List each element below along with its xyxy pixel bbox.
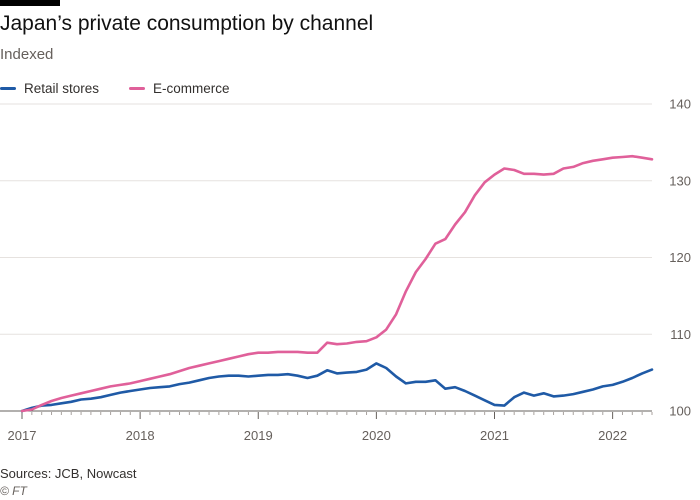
y-tick-label-110: 110	[670, 327, 691, 342]
legend-item-ecommerce: E-commerce	[129, 81, 230, 96]
chart-legend: Retail stores E-commerce	[0, 78, 260, 98]
x-tick-label-2020: 2020	[362, 428, 391, 443]
y-tick-label-100: 100	[669, 404, 691, 419]
x-tick-label-2022: 2022	[598, 428, 627, 443]
x-tick-label-2019: 2019	[244, 428, 273, 443]
x-tick-label-2021: 2021	[480, 428, 509, 443]
legend-item-retail: Retail stores	[0, 81, 99, 96]
legend-label-ecommerce: E-commerce	[153, 80, 230, 96]
x-tick-label-2018: 2018	[126, 428, 155, 443]
chart-title: Japan’s private consumption by channel	[0, 12, 374, 35]
y-tick-label-120: 120	[669, 250, 691, 265]
series-line-retail-stores	[20, 362, 654, 413]
legend-label-retail: Retail stores	[24, 80, 100, 96]
y-tick-label-130: 130	[669, 173, 691, 188]
chart-source: Sources: JCB, Nowcast	[0, 466, 137, 481]
chart-subtitle: Indexed	[0, 46, 54, 63]
x-tick-label-2017: 2017	[8, 428, 37, 443]
y-tick-label-140: 140	[669, 97, 691, 112]
ft-brand-bar	[0, 0, 60, 6]
chart-credit: © FT	[0, 484, 27, 498]
series-line-e-commerce	[20, 154, 654, 413]
legend-swatch-ecommerce	[129, 86, 146, 90]
legend-swatch-retail	[0, 86, 16, 90]
